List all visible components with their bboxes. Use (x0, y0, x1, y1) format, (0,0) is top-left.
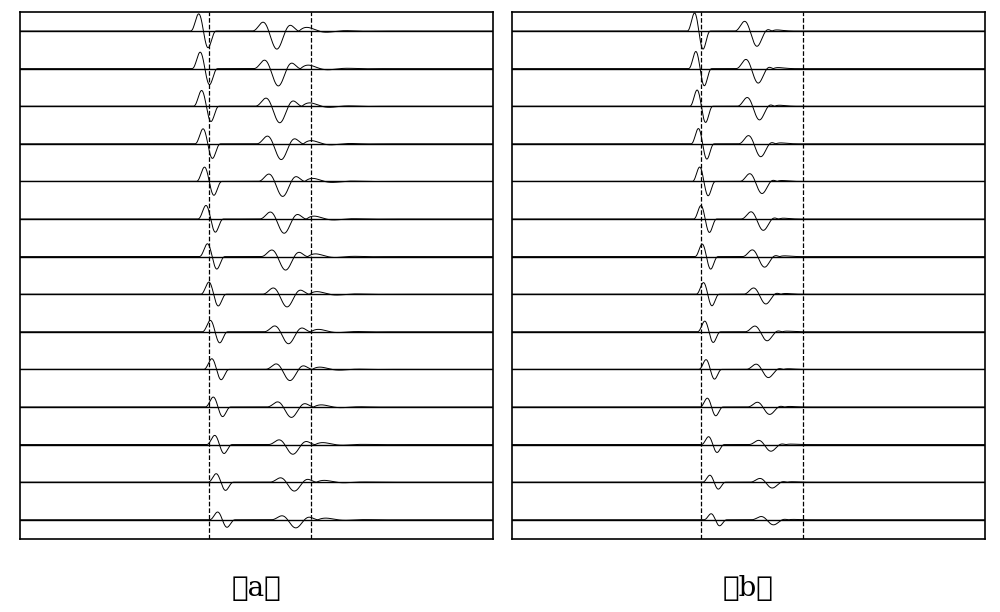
Text: （a）: （a） (232, 575, 281, 602)
Text: （b）: （b） (723, 575, 774, 602)
